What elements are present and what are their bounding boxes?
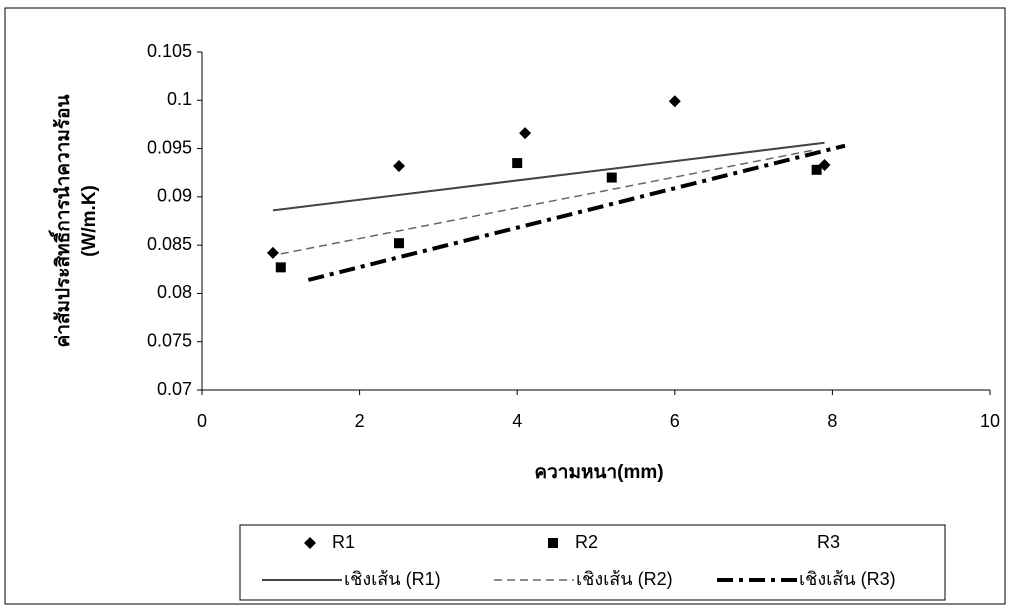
y-tick-label: 0.07 (157, 379, 192, 399)
legend-label: R1 (332, 532, 355, 552)
x-tick-label: 10 (980, 411, 1000, 431)
y-tick-label: 0.105 (147, 41, 192, 61)
y-axis-title: (W/m.K) (79, 185, 100, 257)
legend-label: R3 (817, 532, 840, 552)
trend-line (280, 148, 817, 255)
x-tick-label: 6 (670, 411, 680, 431)
legend-box (239, 524, 946, 601)
marker (512, 158, 523, 169)
trend-line (272, 141, 825, 212)
x-tick-label: 4 (512, 411, 522, 431)
legend-marker (548, 538, 558, 548)
marker (275, 262, 286, 273)
legend-label: เชิงเส้น (R3) (799, 569, 896, 589)
x-axis-title: ความหนา(mm) (534, 462, 663, 483)
marker (394, 238, 404, 249)
x-tick-label: 2 (355, 411, 365, 431)
marker (668, 95, 681, 108)
marker (519, 127, 532, 140)
y-tick-label: 0.075 (147, 330, 192, 350)
trend-line (307, 143, 846, 282)
marker (811, 164, 822, 175)
legend-label: เชิงเส้น (R2) (576, 569, 673, 589)
y-tick-label: 0.095 (147, 137, 192, 157)
marker (393, 159, 405, 172)
y-tick-label: 0.1 (167, 89, 192, 109)
x-tick-label: 0 (197, 411, 207, 431)
x-tick-label: 8 (827, 411, 837, 431)
legend-label: R2 (575, 532, 598, 552)
legend-label: เชิงเส้น (R1) (344, 569, 441, 589)
y-tick-label: 0.09 (157, 186, 192, 206)
legend-marker (304, 537, 316, 549)
marker (606, 172, 617, 183)
y-tick-label: 0.08 (157, 282, 192, 302)
marker (266, 246, 279, 259)
y-tick-label: 0.085 (147, 234, 192, 254)
y-axis-title: ค่าสัมประสิทธิ์การนำความร้อน (48, 95, 74, 348)
chart-border (4, 7, 1006, 605)
